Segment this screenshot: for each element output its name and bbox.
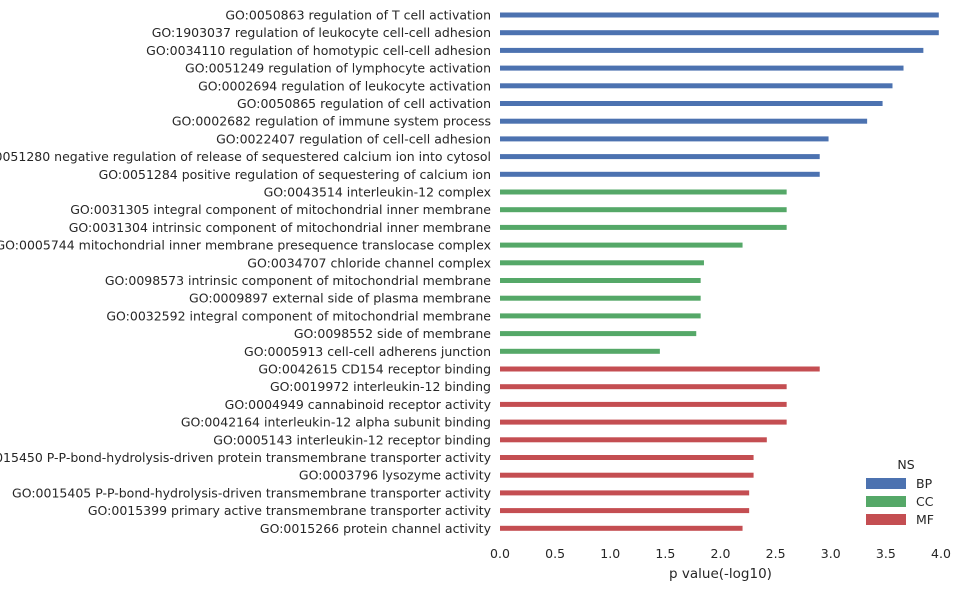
category-label: GO:0019972 interleukin-12 binding	[270, 379, 491, 394]
bar	[500, 47, 924, 53]
bar	[500, 189, 787, 195]
legend-swatch	[866, 514, 906, 525]
bars-layer	[500, 12, 939, 531]
category-label: GO:0034707 chloride channel complex	[247, 255, 491, 270]
x-tick-label: 3.5	[876, 546, 896, 561]
category-label: GO:0032592 integral component of mitocho…	[106, 308, 491, 323]
category-label: GO:0042615 CD154 receptor binding	[258, 362, 491, 377]
legend-swatch	[866, 478, 906, 489]
category-label: GO:0022407 regulation of cell-cell adhes…	[216, 131, 491, 146]
bar	[500, 83, 893, 89]
bar	[500, 207, 787, 213]
category-label: GO:1903037 regulation of leukocyte cell-…	[152, 25, 491, 40]
x-tick-label: 4.0	[931, 546, 951, 561]
x-axis-ticks: 0.0 0.5 1.0 1.5 2.0 2.5 3.0 3.5 4.0	[490, 546, 951, 561]
bar	[500, 171, 820, 177]
legend-title: NS	[897, 457, 914, 472]
bar	[500, 65, 904, 71]
category-label: GO:0015266 protein channel activity	[260, 521, 492, 536]
category-label: GO:0004949 cannabinoid receptor activity	[225, 397, 492, 412]
category-label: GO:0051280 negative regulation of releas…	[0, 149, 491, 164]
bar	[500, 118, 868, 124]
category-label: GO:0009897 external side of plasma membr…	[189, 291, 491, 306]
bar	[500, 30, 939, 36]
bar	[500, 419, 787, 425]
category-label: GO:0015450 P-P-bond-hydrolysis-driven pr…	[0, 450, 492, 465]
bar	[500, 101, 883, 106]
category-label: GO:0005913 cell-cell adherens junction	[244, 344, 491, 359]
bar	[500, 401, 787, 407]
category-label: GO:0003796 lysozyme activity	[299, 468, 492, 483]
bar	[500, 295, 701, 301]
category-label: GO:0042164 interleukin-12 alpha subunit …	[181, 415, 491, 430]
x-tick-label: 0.5	[545, 546, 565, 561]
bar	[500, 437, 767, 443]
legend: NS BP CC MF	[866, 457, 934, 527]
category-label: GO:0050863 regulation of T cell activati…	[225, 8, 491, 23]
bar	[500, 525, 743, 531]
category-label: GO:0005143 interleukin-12 receptor bindi…	[213, 432, 491, 447]
bar	[500, 12, 939, 18]
category-label: GO:0043514 interleukin-12 complex	[264, 185, 491, 200]
category-label: GO:0031304 intrinsic component of mitoch…	[69, 220, 492, 235]
bar	[500, 455, 754, 460]
category-label: GO:0005744 mitochondrial inner membrane …	[0, 238, 491, 253]
bar	[500, 348, 660, 354]
bar	[500, 472, 754, 478]
category-label: GO:0051249 regulation of lymphocyte acti…	[185, 61, 491, 76]
category-label: GO:0002682 regulation of immune system p…	[172, 114, 491, 129]
bar	[500, 366, 820, 372]
bar	[500, 154, 820, 160]
category-label: GO:0015405 P-P-bond-hydrolysis-driven tr…	[12, 485, 492, 500]
bar	[500, 313, 701, 319]
bar	[500, 260, 704, 266]
legend-label: CC	[916, 494, 934, 509]
bar	[500, 490, 750, 496]
bar	[500, 224, 787, 230]
bar	[500, 242, 743, 248]
bar	[500, 331, 697, 337]
x-tick-label: 1.5	[655, 546, 675, 561]
x-tick-label: 1.0	[600, 546, 620, 561]
category-labels: GO:0050863 regulation of T cell activati…	[0, 8, 492, 536]
x-tick-label: 3.0	[821, 546, 841, 561]
bar	[500, 136, 829, 142]
category-label: GO:0051284 positive regulation of seques…	[99, 167, 491, 182]
bar	[500, 384, 787, 390]
legend-label: MF	[916, 512, 934, 527]
x-tick-label: 0.0	[490, 546, 510, 561]
legend-swatch	[866, 496, 906, 507]
category-label: GO:0050865 regulation of cell activation	[237, 96, 491, 111]
category-label: GO:0034110 regulation of homotypic cell-…	[146, 43, 491, 58]
x-tick-label: 2.5	[766, 546, 786, 561]
bar	[500, 508, 750, 514]
category-label: GO:0031305 integral component of mitocho…	[70, 202, 491, 217]
category-label: GO:0015399 primary active transmembrane …	[88, 503, 492, 518]
bar	[500, 278, 701, 283]
legend-label: BP	[916, 476, 933, 491]
category-label: GO:0098552 side of membrane	[294, 326, 491, 341]
category-label: GO:0002694 regulation of leukocyte activ…	[198, 78, 491, 93]
category-label: GO:0098573 intrinsic component of mitoch…	[105, 273, 491, 288]
x-tick-label: 2.0	[711, 546, 731, 561]
x-axis-title: p value(-log10)	[669, 566, 772, 582]
